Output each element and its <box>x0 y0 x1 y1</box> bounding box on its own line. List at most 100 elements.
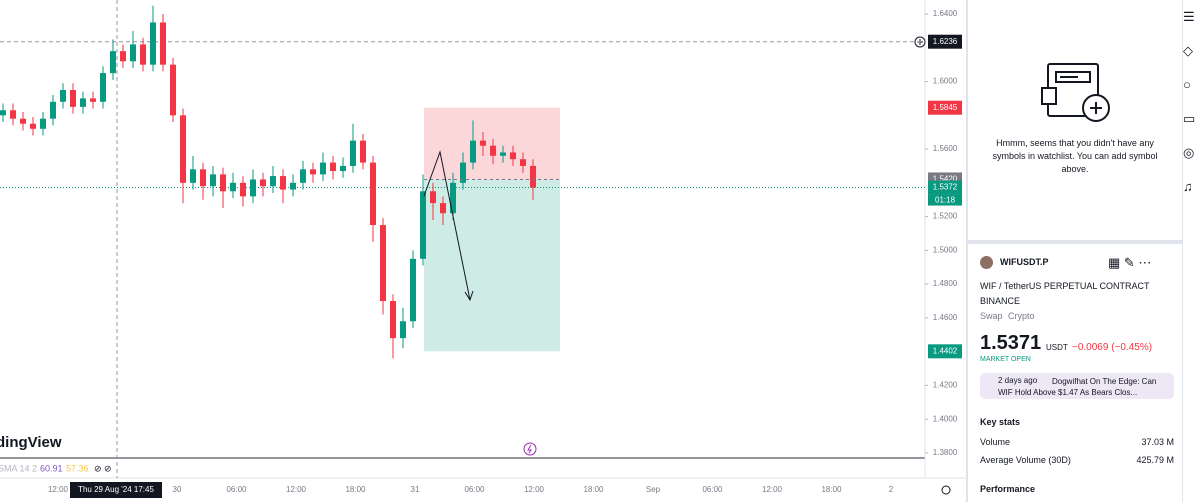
right-toolbar: ☰ ◇ ○ ▭ ◎ ♫ <box>1182 0 1200 502</box>
x-tick-label: 06:00 <box>464 485 485 494</box>
x-tick-label: 18:00 <box>583 485 604 494</box>
candle-body <box>190 169 196 183</box>
symbol-actions[interactable]: ▦ ✎ ⋯ <box>1108 255 1152 270</box>
x-tick-label: 2 <box>889 485 894 494</box>
x-tick-label: 06:00 <box>226 485 247 494</box>
chart: dingView SMA 14 2 60.91 57.36 ⊘ ⊘ 1.6400… <box>0 0 966 498</box>
symbol-description[interactable]: WIF / TetherUS PERPETUAL CONTRACT <box>980 281 1150 291</box>
y-tick-label: 1.6400 <box>933 9 958 18</box>
indicator-value: 57.36 <box>66 463 89 473</box>
candle-body <box>300 169 306 183</box>
candle-body <box>220 174 226 192</box>
candle-body <box>150 22 156 65</box>
candle-body <box>210 174 216 187</box>
entry-label: 1.5420 <box>933 175 958 184</box>
separator <box>968 240 1182 244</box>
candle-body <box>520 159 526 166</box>
candle-body <box>0 110 6 116</box>
x-tick-label: 30 <box>173 485 182 494</box>
candle-body <box>70 89 76 107</box>
x-tick-label: 12:00 <box>286 485 307 494</box>
candle-body <box>50 101 56 119</box>
symbol-category: Crypto <box>1008 311 1035 321</box>
x-tick-label: Sep <box>646 485 661 494</box>
indicator-icon[interactable]: ⊘ ⊘ <box>94 463 112 473</box>
event-icon-bolt <box>527 444 532 454</box>
candle-body <box>200 169 206 187</box>
candle-body <box>410 258 416 322</box>
candle-body <box>500 152 506 156</box>
candle-body <box>180 115 186 183</box>
candle-body <box>340 165 346 172</box>
stat-label: Volume <box>980 437 1011 447</box>
symbol-currency: USDT <box>1046 343 1068 352</box>
y-tick-label: 1.3800 <box>933 448 958 457</box>
y-tick-label: 1.4800 <box>933 279 958 288</box>
candle-body <box>40 118 46 129</box>
empty-watchlist-icon <box>1041 63 1110 122</box>
candle-body <box>530 165 536 188</box>
target-zone <box>424 179 560 352</box>
candle-body <box>510 152 516 160</box>
crosshair-price-label: 1.6236 <box>933 37 958 46</box>
market-status: MARKET OPEN <box>980 356 1031 363</box>
symbol-kind: Swap <box>980 311 1003 321</box>
stat-value: 425.79 M <box>1136 455 1174 465</box>
x-tick-label: 18:00 <box>345 485 366 494</box>
symbol-exchange: BINANCE <box>980 296 1021 306</box>
candle-body <box>80 98 86 107</box>
x-tick-label: 12:00 <box>524 485 545 494</box>
stat-label: Average Volume (30D) <box>980 455 1071 465</box>
candle-body <box>230 182 236 192</box>
settings-icon[interactable] <box>941 485 951 495</box>
stat-value: 37.03 M <box>1141 437 1174 447</box>
stop-label: 1.5845 <box>933 103 958 112</box>
candle-body <box>10 110 16 119</box>
candle-body <box>370 162 376 226</box>
x-tick-label: 06:00 <box>702 485 723 494</box>
countdown-bg <box>928 194 962 206</box>
x-tick-label: 12:00 <box>48 485 69 494</box>
candle-body <box>420 191 426 259</box>
x-tick-label: 31 <box>411 485 420 494</box>
candle-body <box>320 162 326 175</box>
drawing-arrow <box>423 150 474 302</box>
crosshair-time-bg <box>70 482 162 498</box>
y-tick-label: 1.5200 <box>933 212 958 221</box>
candle-body <box>240 182 246 197</box>
y-tick-label: 1.4200 <box>933 381 958 390</box>
candle-body <box>110 51 116 74</box>
y-tick-label: 1.6000 <box>933 77 958 86</box>
symbol-ticker[interactable]: WIFUSDT.P <box>1000 257 1049 267</box>
last-price-label: 1.5372 <box>933 183 958 192</box>
stop-zone <box>424 107 560 180</box>
candle-body <box>290 182 296 190</box>
candle-body <box>90 98 96 102</box>
crosshair-time: Thu 29 Aug '24 17:45 <box>78 485 154 494</box>
countdown: 01:18 <box>935 196 956 205</box>
watermark: dingView <box>0 434 62 451</box>
target-label: 1.4402 <box>933 346 958 355</box>
indicator-value: 60.91 <box>40 463 63 473</box>
y-tick-label: 1.4000 <box>933 414 958 423</box>
candle-body <box>310 169 316 175</box>
candle-body <box>350 140 356 166</box>
candle-body <box>30 123 36 129</box>
candle-body <box>250 179 256 197</box>
event-icon[interactable] <box>523 442 537 456</box>
y-tick-label: 1.5000 <box>933 245 958 254</box>
candle-body <box>480 140 486 146</box>
symbol-change: −0.0069 (−0.45%) <box>1072 342 1153 353</box>
crosshair-price-label-bg <box>928 34 962 49</box>
news-card[interactable]: 2 days ago Dogwifhat On The Edge: Can WI… <box>980 373 1174 399</box>
candle-body <box>450 182 456 214</box>
x-tick-label: 18:00 <box>821 485 842 494</box>
symbol-logo <box>980 256 993 269</box>
target-label-bg <box>928 344 962 359</box>
candle-body <box>140 44 146 65</box>
x-tick-label: 12:00 <box>762 485 783 494</box>
right-panel: Hmmm, seems that you didn't have any sym… <box>966 0 1182 502</box>
candle-body <box>170 64 176 116</box>
candle-body <box>430 191 436 204</box>
